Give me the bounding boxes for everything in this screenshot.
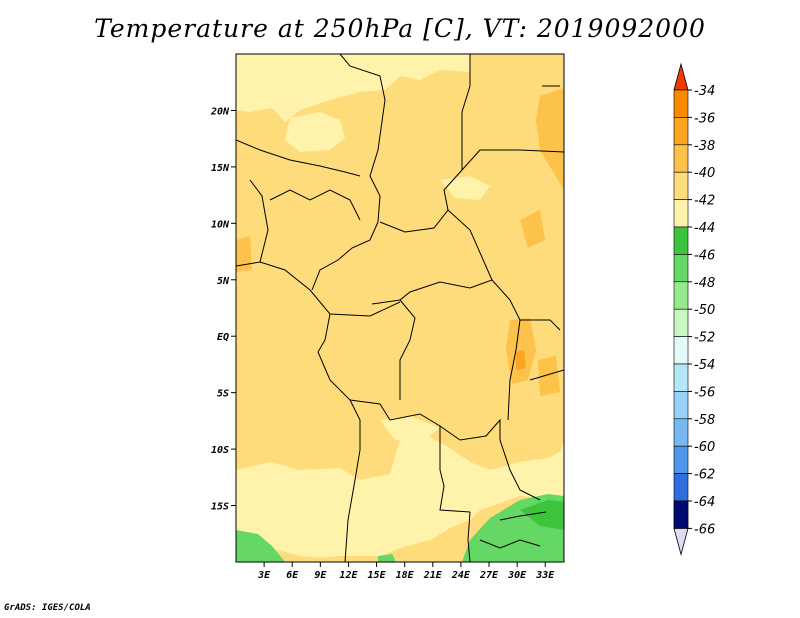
colorbar-label: -66	[694, 522, 715, 537]
lat-tick-label: 5N	[217, 276, 230, 287]
shade-light-congo	[380, 416, 440, 444]
map-frame	[235, 53, 565, 563]
colorbar-cell	[673, 117, 689, 146]
colorbar-cell	[673, 226, 689, 255]
lat-tick-label: 5S	[217, 389, 229, 400]
shade-warmest-spot	[516, 350, 526, 370]
colorbar-cell	[673, 89, 689, 118]
colorbar-label: -44	[694, 221, 715, 236]
colorbar-label: -58	[694, 413, 715, 428]
colorbar-cell	[673, 418, 689, 447]
lat-tick-label: 15N	[211, 163, 230, 174]
colorbar-label: -36	[694, 111, 715, 126]
shade-warm-east-lakes	[538, 356, 560, 396]
lon-tick-label: 15E	[368, 570, 387, 581]
country-borders	[236, 54, 564, 562]
colorbar-label: -38	[694, 139, 715, 154]
colorbar-label: -42	[694, 194, 715, 209]
shade-warm-sudan	[520, 210, 545, 248]
colorbar-cell	[673, 308, 689, 337]
lon-tick-label: 21E	[423, 570, 443, 581]
colorbar-cell-darkest	[673, 500, 689, 529]
colorbar-top-arrow	[673, 62, 689, 91]
lat-tick-label: 10S	[211, 445, 229, 456]
colorbar-cell	[673, 363, 689, 392]
lon-tick-label: 3E	[257, 570, 271, 581]
colorbar-label: -50	[694, 303, 715, 318]
colorbar-label: -62	[694, 468, 715, 483]
colorbar-cell	[673, 281, 689, 310]
colorbar-label: -56	[694, 385, 715, 400]
colorbar-label: -52	[694, 331, 715, 346]
colorbar-cell	[673, 171, 689, 200]
lon-tick-label: 24E	[451, 570, 471, 581]
shade-warm-east	[536, 88, 564, 190]
grads-credit: GrADS: IGES/COLA	[4, 603, 91, 613]
shade-light-chad	[440, 176, 490, 200]
map-title: Temperature at 250hPa [C], VT: 201909200…	[94, 14, 706, 43]
colorbar-cell	[673, 445, 689, 474]
colorbar-label: -64	[694, 495, 715, 510]
colorbar-bottom-arrow	[673, 528, 689, 556]
shade-light-blob-north	[285, 112, 345, 152]
colorbar-cell	[673, 199, 689, 228]
colorbar-cell	[673, 254, 689, 283]
colorbar-cell	[673, 391, 689, 420]
colorbar-label: -54	[694, 358, 715, 373]
lon-tick-label: 12E	[339, 570, 358, 581]
longitude-axis: 3E 6E 9E 12E 15E 18E 21E 24E 27E 30E 33E	[257, 562, 555, 581]
colorbar: -34 -36 -38 -40 -42 -44 -46 -48 -50 -52 -54 -56 -58 -…	[673, 62, 715, 556]
lon-tick-label: 9E	[314, 570, 327, 581]
colorbar-label: -40	[694, 166, 715, 181]
colorbar-label: -48	[694, 276, 715, 291]
colorbar-cell	[673, 473, 689, 502]
lon-tick-label: 6E	[286, 570, 299, 581]
lon-tick-label: 18E	[396, 570, 415, 581]
lat-tick-label: 20N	[210, 106, 230, 117]
lon-tick-label: 33E	[535, 570, 555, 581]
colorbar-label: -34	[694, 84, 715, 99]
shade-light-north	[236, 54, 470, 122]
temperature-field	[236, 54, 564, 562]
lat-tick-label: EQ	[217, 332, 229, 343]
colorbar-cell	[673, 336, 689, 365]
shade-cold-spot	[378, 554, 396, 562]
latitude-axis: 20N 15N 10N 5N EQ 5S 10S 15S	[210, 106, 236, 513]
colorbar-cell	[673, 144, 689, 173]
colorbar-label: -46	[694, 248, 715, 263]
shade-light-south	[236, 432, 564, 558]
colorbar-label: -60	[694, 440, 715, 455]
lon-tick-label: 27E	[479, 570, 499, 581]
lon-tick-label: 30E	[507, 570, 527, 581]
shade-colder-southeast	[520, 500, 564, 530]
shade-warm-coast	[236, 236, 252, 272]
lat-tick-label: 10N	[211, 219, 230, 230]
lat-tick-label: 15S	[211, 502, 229, 513]
shade-cold-southwest	[236, 530, 285, 562]
